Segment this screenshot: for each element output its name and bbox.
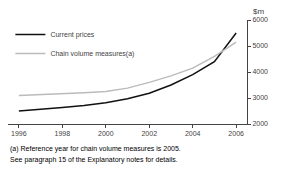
svg-text:1998: 1998 (55, 130, 71, 137)
svg-text:5000: 5000 (252, 42, 268, 49)
svg-text:2000: 2000 (98, 130, 114, 137)
svg-text:1996: 1996 (11, 130, 27, 137)
svg-text:$m: $m (253, 7, 264, 16)
svg-text:2006: 2006 (228, 130, 244, 137)
svg-text:6000: 6000 (252, 16, 268, 23)
svg-text:See paragraph 15 of the Explan: See paragraph 15 of the Explanatory note… (10, 156, 178, 164)
svg-text:Chain volume measures(a): Chain volume measures(a) (50, 50, 134, 58)
svg-text:3000: 3000 (252, 94, 268, 101)
svg-text:2000: 2000 (252, 120, 268, 127)
svg-text:2004: 2004 (185, 130, 201, 137)
svg-text:4000: 4000 (252, 68, 268, 75)
svg-text:(a) Reference year for chain v: (a) Reference year for chain volume meas… (10, 145, 181, 153)
svg-text:2002: 2002 (141, 130, 157, 137)
svg-text:Current prices: Current prices (50, 31, 94, 39)
